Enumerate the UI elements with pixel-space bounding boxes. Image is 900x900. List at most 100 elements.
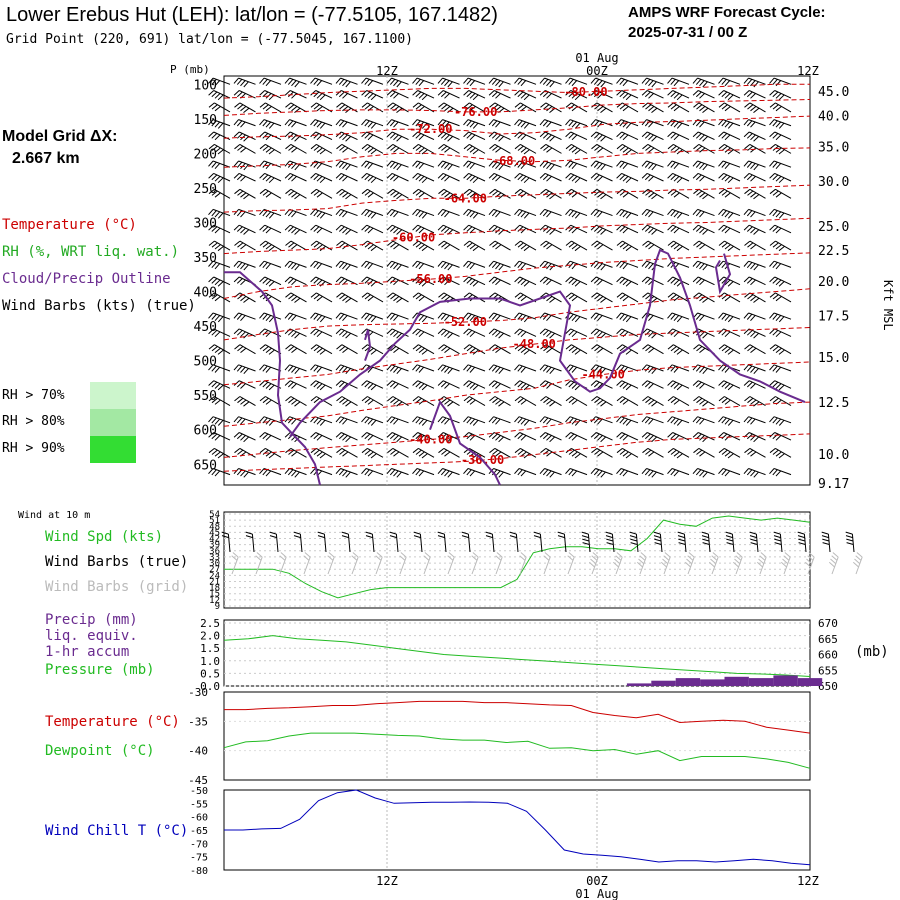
- grid-wind-barb: [588, 552, 599, 575]
- wind-barb: [769, 416, 792, 426]
- wind-barb: [361, 432, 384, 441]
- wind-barb: [259, 328, 282, 338]
- wind-barb: [336, 188, 358, 200]
- wind-barb: [641, 432, 664, 443]
- legend-cloud: Cloud/Precip Outline: [2, 271, 171, 287]
- wind-barb: [743, 77, 766, 88]
- wind-barb: [616, 447, 639, 459]
- wind-barb: [718, 77, 741, 87]
- wind-barb: [514, 143, 537, 155]
- grid-wind-barb: [567, 552, 575, 575]
- wind-barb: [692, 364, 715, 375]
- wind-tick: 45: [209, 528, 220, 538]
- wind-barb: [616, 292, 639, 303]
- grid-wind-barb: [351, 552, 359, 575]
- temperature-contour: [223, 184, 811, 213]
- wind-barb: [310, 380, 333, 391]
- wind-barb: [539, 328, 562, 339]
- wind-barb: [718, 468, 741, 477]
- wind-barb: [488, 276, 511, 286]
- wind-barb: [616, 380, 639, 391]
- wind-barb: [284, 172, 307, 182]
- wind-barb: [208, 416, 231, 426]
- wind-barb: [233, 77, 256, 88]
- wind-barb: [718, 240, 741, 252]
- wind-barb: [743, 119, 766, 128]
- wind-barb: [591, 143, 613, 154]
- model-grid-label: Model Grid ΔX:: [2, 128, 118, 145]
- cloud-outline: [429, 399, 501, 486]
- legend-rh: RH (%, WRT liq. wat.): [2, 244, 180, 260]
- precip-tick: 0.5: [200, 667, 220, 680]
- pressure-tick: 500: [194, 355, 217, 370]
- wind-barb: [769, 364, 792, 373]
- cross-section-frame: [223, 75, 811, 486]
- wind-barb: [539, 224, 562, 235]
- wind-barb: [361, 380, 384, 391]
- wind-barb: [590, 468, 613, 478]
- wind-barb: [667, 208, 690, 219]
- wind-barb: [335, 90, 358, 99]
- height-tick: 25.0: [818, 220, 849, 235]
- wind-barb: [693, 102, 715, 113]
- wind-barb: [335, 380, 358, 389]
- temperature-contour-label: -44.00: [581, 367, 624, 381]
- wind-barb: [667, 188, 690, 199]
- wind-barb: [718, 312, 741, 323]
- wind-barb: [412, 292, 435, 303]
- wind-barb: [463, 188, 486, 199]
- wind-barb: [565, 160, 588, 170]
- wind-barb: [616, 188, 639, 199]
- wind-barb: [718, 224, 741, 234]
- pressure-tick: 350: [194, 251, 217, 266]
- wind-barb: [437, 260, 460, 271]
- wind-barb: [718, 160, 741, 170]
- wind-barb: [514, 188, 537, 199]
- pressure-tick: 300: [194, 216, 217, 231]
- wind-barb: [233, 328, 256, 339]
- wind-barb: [284, 131, 307, 142]
- wind-barb: [743, 380, 766, 389]
- wind-barb: [539, 208, 562, 218]
- wind-tick: 39: [209, 541, 220, 551]
- wind-barb: [361, 160, 384, 170]
- wind-barb: [539, 172, 562, 182]
- wind-barb: [616, 131, 639, 141]
- wind-barb: [769, 172, 792, 184]
- wind-tick: 12: [209, 596, 220, 606]
- wind-barb: [310, 432, 333, 441]
- wind-barb: [692, 172, 715, 182]
- wind-barb: [387, 188, 409, 200]
- wind-barb: [744, 447, 766, 458]
- wind-barb: [234, 396, 256, 407]
- wind-barb: [335, 172, 358, 182]
- wind-barb: [489, 292, 511, 303]
- wind-barb: [565, 143, 588, 155]
- wind-barb: [539, 380, 562, 389]
- wind-barb: [387, 143, 409, 154]
- wind-barb: [412, 143, 435, 155]
- windchill-tick: -55: [190, 799, 208, 810]
- wind-barb: [540, 188, 562, 200]
- windchill-tick: -75: [190, 853, 208, 864]
- wind-barb: [743, 172, 766, 182]
- wind-barb: [412, 160, 435, 170]
- windchill-tick: -60: [190, 813, 208, 824]
- wind-barb: [489, 396, 511, 407]
- wind-barb: [616, 208, 639, 219]
- windchill-panel-frame: [223, 789, 811, 871]
- wind-barb: [667, 276, 690, 287]
- wind-barb: [718, 380, 741, 391]
- height-tick: 20.0: [818, 275, 849, 290]
- wind-barb: [310, 416, 333, 426]
- wind-barb: [718, 102, 741, 113]
- wind-barb: [565, 364, 588, 373]
- surface-wind-barb: [749, 531, 759, 553]
- wind-barb: [335, 276, 358, 286]
- wind-barb: [565, 260, 588, 270]
- wind-barb: [590, 77, 613, 88]
- wind-barb: [744, 143, 766, 154]
- wind-barb: [259, 344, 282, 355]
- wind-barb: [310, 447, 333, 459]
- wind-tick: 36: [209, 547, 220, 557]
